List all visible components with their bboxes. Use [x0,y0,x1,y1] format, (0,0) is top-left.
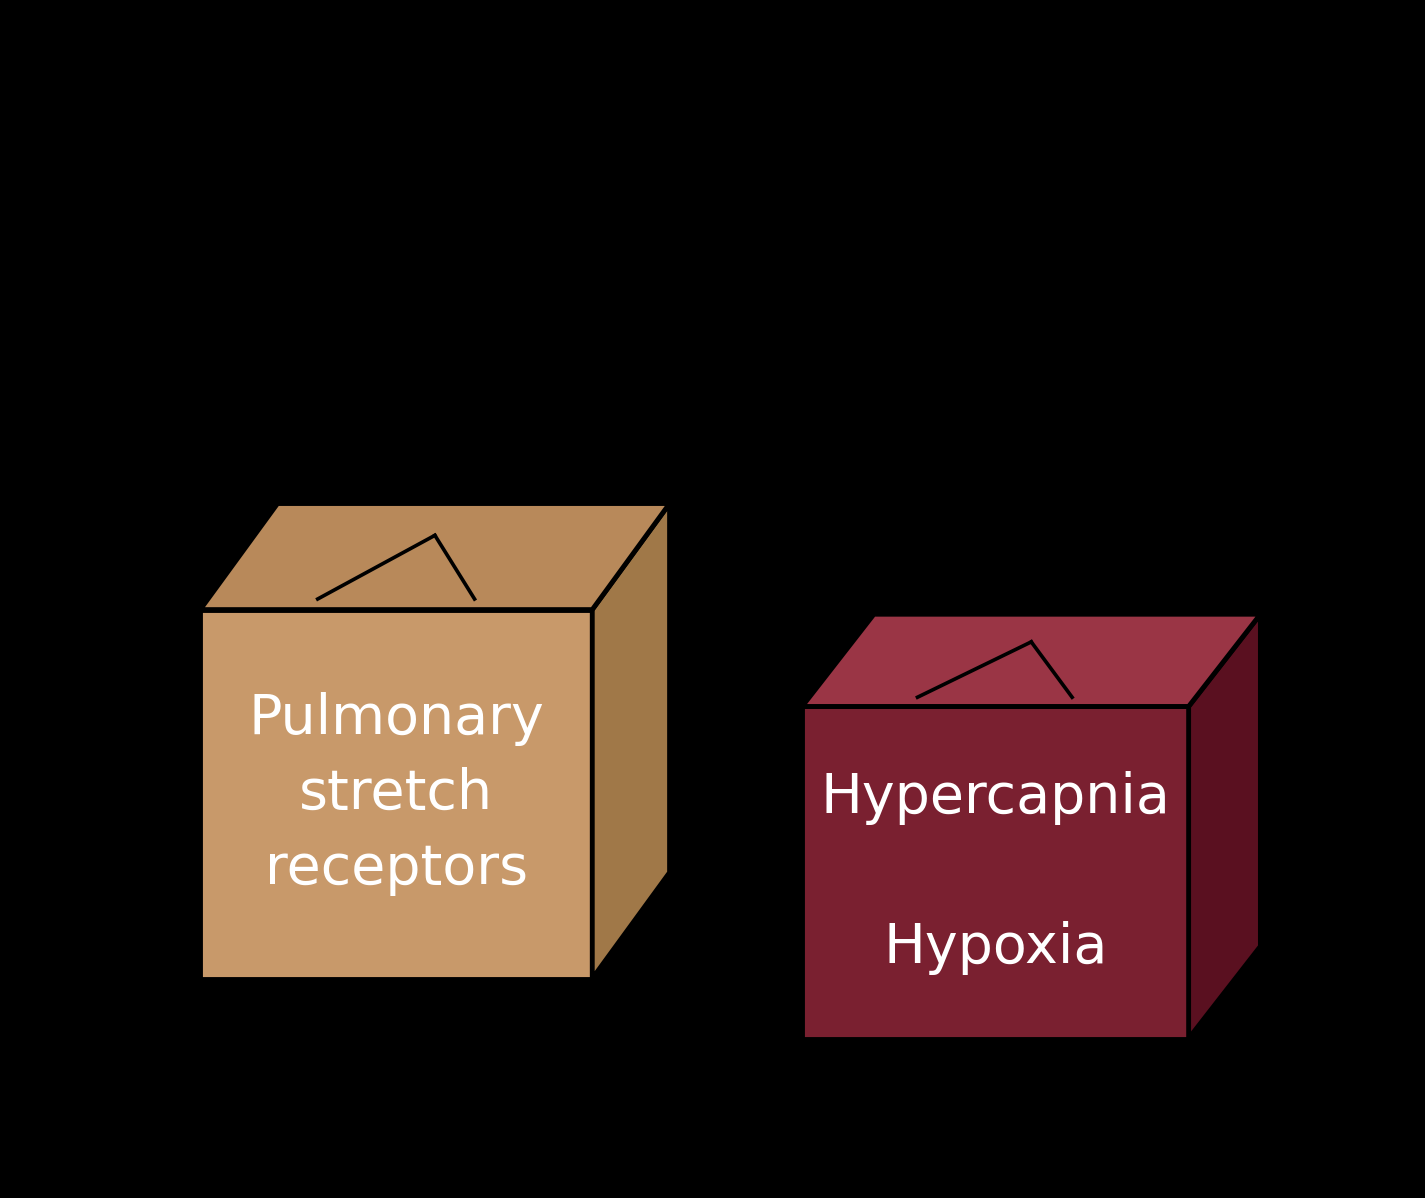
Polygon shape [802,707,1188,1039]
Text: Hypercapnia

Hypoxia: Hypercapnia Hypoxia [821,770,1170,974]
Polygon shape [593,503,670,979]
Polygon shape [1188,615,1260,1039]
Polygon shape [200,503,670,610]
Polygon shape [200,610,593,979]
Polygon shape [802,615,1260,707]
Text: Pulmonary
stretch
receptors: Pulmonary stretch receptors [248,692,544,896]
